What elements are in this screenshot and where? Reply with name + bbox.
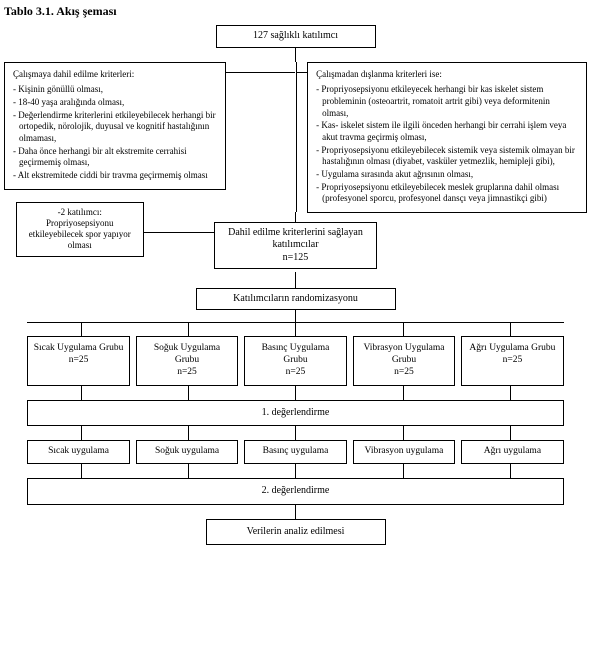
connector: [295, 322, 296, 336]
exclusion-criteria-box: Çalışmadan dışlanma kriterleri ise: - Pr…: [307, 62, 587, 214]
procedure-box-agri: Ağrı uygulama: [461, 440, 563, 464]
figure-title: Tablo 3.1. Akış şeması: [4, 4, 587, 19]
connector: [295, 426, 296, 440]
connector: [81, 386, 82, 400]
connector: [144, 232, 214, 233]
group-name: Ağrı Uygulama Grubu: [466, 343, 558, 355]
connector: [403, 426, 404, 440]
connector: [403, 322, 404, 336]
connector: [295, 505, 296, 519]
connector: [295, 272, 296, 288]
group-name: Soğuk Uygulama Grubu: [141, 343, 233, 367]
connector: [295, 212, 296, 222]
exclusion-heading: Çalışmadan dışlanma kriterleri ise:: [316, 69, 578, 81]
eval2-box: 2. değerlendirme: [27, 478, 563, 505]
connector: [295, 48, 296, 62]
connector: [188, 386, 189, 400]
connector: [188, 322, 189, 336]
group-n: n=25: [249, 367, 341, 379]
group-name: Sıcak Uygulama Grubu: [32, 343, 124, 355]
group-n: n=25: [141, 367, 233, 379]
exclusion-item: - Propriyosepsiyonu etkileyebilecek sist…: [316, 145, 578, 168]
group-box-sicak: Sıcak Uygulama Grubu n=25: [27, 336, 129, 386]
excluded-reason: Propriyosepsiyonu etkileyebilecek spor y…: [23, 218, 137, 252]
exclusion-item: - Propriyosepsiyonu etkileyecek herhangi…: [316, 84, 578, 119]
connector: [295, 386, 296, 400]
procedure-box-soguk: Soğuk uygulama: [136, 440, 238, 464]
group-box-vibrasyon: Vibrasyon Uygulama Grubu n=25: [353, 336, 455, 386]
included-label: Dahil edilme kriterlerini sağlayan katıl…: [221, 227, 370, 252]
inclusion-heading: Çalışmaya dahil edilme kriterleri:: [13, 69, 217, 81]
connector: [295, 310, 296, 322]
connector: [403, 386, 404, 400]
exclusion-item: - Propriyosepsiyonu etkileyebilecek mesl…: [316, 182, 578, 205]
eval1-box: 1. değerlendirme: [27, 400, 563, 427]
connector: [81, 464, 82, 478]
group-n: n=25: [32, 355, 124, 367]
connector: [188, 426, 189, 440]
connector: [81, 322, 82, 336]
included-participants-box: Dahil edilme kriterlerini sağlayan katıl…: [214, 222, 377, 270]
procedure-box-basinc: Basınç uygulama: [244, 440, 346, 464]
connector: [403, 464, 404, 478]
procedure-box-sicak: Sıcak uygulama: [27, 440, 129, 464]
top-participants-box: 127 sağlıklı katılımcı: [216, 25, 376, 48]
group-box-basinc: Basınç Uygulama Grubu n=25: [244, 336, 346, 386]
inclusion-item: - Kişinin gönüllü olması,: [13, 84, 217, 96]
group-n: n=25: [466, 355, 558, 367]
exclusion-item: - Uygulama sırasında akut ağrısının olma…: [316, 169, 578, 181]
connector: [226, 72, 296, 73]
procedure-box-vibrasyon: Vibrasyon uygulama: [353, 440, 455, 464]
excluded-count: -2 katılımcı:: [23, 207, 137, 218]
connector: [296, 62, 297, 212]
exclusion-item: - Kas- iskelet sistem ile ilgili önceden…: [316, 120, 578, 143]
connector: [188, 464, 189, 478]
group-box-agri: Ağrı Uygulama Grubu n=25: [461, 336, 563, 386]
inclusion-item: - Daha önce herhangi bir alt ekstremite …: [13, 146, 217, 169]
excluded-participants-box: -2 katılımcı: Propriyosepsiyonu etkileye…: [16, 202, 144, 257]
group-name: Vibrasyon Uygulama Grubu: [358, 343, 450, 367]
group-box-soguk: Soğuk Uygulama Grubu n=25: [136, 336, 238, 386]
inclusion-criteria-box: Çalışmaya dahil edilme kriterleri: - Kiş…: [4, 62, 226, 190]
inclusion-item: - Alt ekstremitede ciddi bir travma geçi…: [13, 170, 217, 182]
connector: [510, 426, 511, 440]
inclusion-item: - Değerlendirme kriterlerini etkileyebil…: [13, 110, 217, 145]
connector: [81, 426, 82, 440]
connector: [295, 464, 296, 478]
group-n: n=25: [358, 367, 450, 379]
randomization-box: Katılımcıların randomizasyonu: [196, 288, 396, 311]
connector: [510, 464, 511, 478]
connector: [510, 322, 511, 336]
analysis-box: Verilerin analiz edilmesi: [206, 519, 386, 546]
inclusion-item: - 18-40 yaşa aralığında olması,: [13, 97, 217, 109]
group-name: Basınç Uygulama Grubu: [249, 343, 341, 367]
included-n: n=125: [221, 252, 370, 265]
connector: [510, 386, 511, 400]
